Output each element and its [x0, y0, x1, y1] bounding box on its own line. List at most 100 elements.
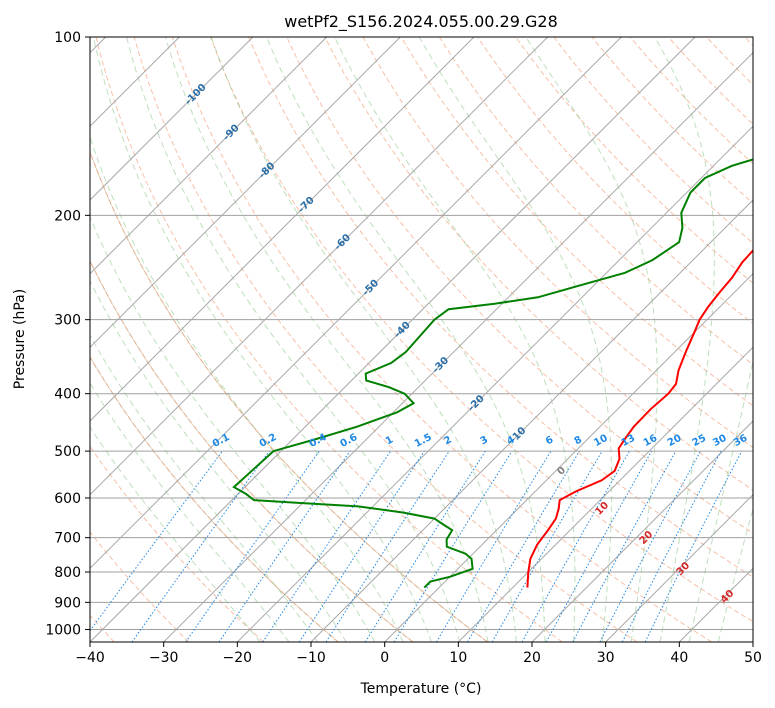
mixing-ratio-line: [218, 450, 351, 642]
y-tick-label: 500: [54, 444, 81, 460]
mixing-ratio-line: [599, 450, 701, 642]
dry-adiabat-line: [90, 356, 339, 642]
moist-adiabat-line: [90, 135, 404, 642]
mixing-ratio-line: [644, 450, 743, 642]
moist-adiabat-line: [90, 215, 376, 642]
axis-ticks: −40 −30 −20 −10 0 10 20 30 40 50 100 200 300 400 500 60…: [45, 30, 762, 666]
dry-adiabat-line: [210, 37, 753, 623]
moist-adiabat-line: [90, 334, 319, 642]
reference-adiabat-line: [90, 259, 414, 642]
mixing-ratio-line: [435, 450, 552, 642]
profile-lines: [232, 158, 753, 589]
isotherm-line: [90, 37, 254, 201]
dry-adiabat-line: [133, 37, 638, 642]
isotherm-line: [163, 51, 753, 642]
dry-adiabat-line: [90, 150, 488, 642]
x-tick-label: −40: [75, 650, 105, 666]
x-tick-label: 40: [670, 650, 688, 666]
dry-adiabat-line: [248, 37, 753, 578]
isotherm-line: [90, 37, 622, 570]
x-axis-label: Temperature (°C): [360, 681, 482, 697]
x-tick-label: 30: [597, 650, 615, 666]
plot-frame: [89, 36, 754, 643]
isotherm-line: [384, 272, 753, 642]
mixing-ratio-label: 1: [384, 434, 395, 447]
isotherm-line: [605, 493, 753, 642]
y-axis-label: Pressure (hPa): [12, 289, 28, 389]
dry-adiabat-line: [171, 37, 712, 642]
dry-adiabat-line: [95, 37, 563, 642]
moist-adiabat-line: [90, 382, 290, 642]
mixing-ratio-line: [393, 450, 513, 642]
y-tick-label: 400: [54, 387, 81, 403]
isotherm-line: [90, 37, 328, 275]
y-tick-label: 800: [54, 565, 81, 581]
mixing-ratio-line: [545, 450, 653, 642]
moist-adiabat-line: [266, 37, 546, 642]
dry-adiabat-line: [90, 259, 414, 642]
mixing-ratio-label: 6: [544, 434, 555, 447]
isotherm-line: [90, 37, 696, 642]
moist-adiabat-line: [126, 37, 461, 642]
x-tick-label: 50: [744, 650, 762, 666]
moist-adiabat-line: [688, 358, 753, 642]
profile-series-0: [526, 248, 753, 588]
dry-adiabat-line: [438, 37, 753, 366]
dry-adiabat-line: [477, 37, 753, 325]
mixing-ratio-line: [262, 450, 392, 642]
dry-adiabat-line: [286, 37, 753, 534]
reference-adiabat-line: [90, 356, 339, 642]
plot-background: [90, 37, 753, 642]
mixing-ratio-line: [621, 450, 722, 642]
isotherm-line: [752, 641, 753, 642]
dry-adiabat-line: [591, 37, 753, 204]
isotherm-line: [531, 420, 753, 642]
moist-adiabat-line: [525, 37, 658, 642]
mixing-ratio-line: [185, 450, 320, 642]
y-tick-label: 700: [54, 531, 81, 547]
x-tick-label: −20: [223, 650, 253, 666]
moist-adiabat-line: [334, 37, 576, 642]
mixing-ratio-label: 4: [505, 434, 516, 447]
mixing-ratio-line: [131, 450, 270, 642]
mixing-ratio-line: [521, 450, 630, 642]
y-tick-label: 1000: [45, 622, 81, 638]
chart-title: wetPf2_S156.2024.055.00.29.G28: [284, 12, 558, 32]
x-tick-label: 10: [449, 650, 467, 666]
x-tick-label: −10: [296, 650, 326, 666]
dry-adiabat-line: [90, 531, 190, 642]
isotherm-line: [90, 37, 475, 422]
y-tick-label: 100: [54, 30, 81, 46]
y-tick-label: 300: [54, 313, 81, 329]
moist-adiabat-line: [90, 426, 261, 642]
dry-adiabat-line: [553, 37, 753, 244]
x-tick-label: −30: [149, 650, 179, 666]
mixing-ratio-line: [325, 450, 450, 642]
x-tick-label: 0: [380, 650, 389, 666]
dry-adiabat-line: [324, 37, 753, 491]
y-tick-label: 900: [54, 595, 81, 611]
moist-adiabat-line: [717, 506, 753, 642]
moist-adiabat-line: [210, 37, 517, 642]
dry-adiabat-line: [400, 37, 753, 407]
y-tick-label: 200: [54, 208, 81, 224]
mixing-ratio-line: [572, 450, 677, 642]
mixing-ratio-line: [298, 450, 425, 642]
mixing-ratio-label: 8: [573, 434, 584, 447]
isotherm-line: [236, 125, 753, 642]
mixing-ratio-label: 2: [442, 434, 453, 447]
isotherm-line: [90, 37, 549, 496]
moist-adiabat-line: [92, 37, 432, 642]
moist-adiabat-line: [654, 37, 715, 642]
background-lines: [90, 37, 753, 642]
x-tick-label: 20: [523, 650, 541, 666]
mixing-ratio-line: [90, 450, 223, 632]
isotherm-line: [90, 37, 401, 349]
profile-series-1: [232, 158, 753, 589]
isotherm-line: [457, 346, 753, 642]
mixing-ratio-label: 3: [479, 434, 490, 447]
moist-adiabat-line: [164, 37, 489, 642]
y-tick-label: 600: [54, 491, 81, 507]
mixing-ratio-line: [364, 450, 486, 642]
